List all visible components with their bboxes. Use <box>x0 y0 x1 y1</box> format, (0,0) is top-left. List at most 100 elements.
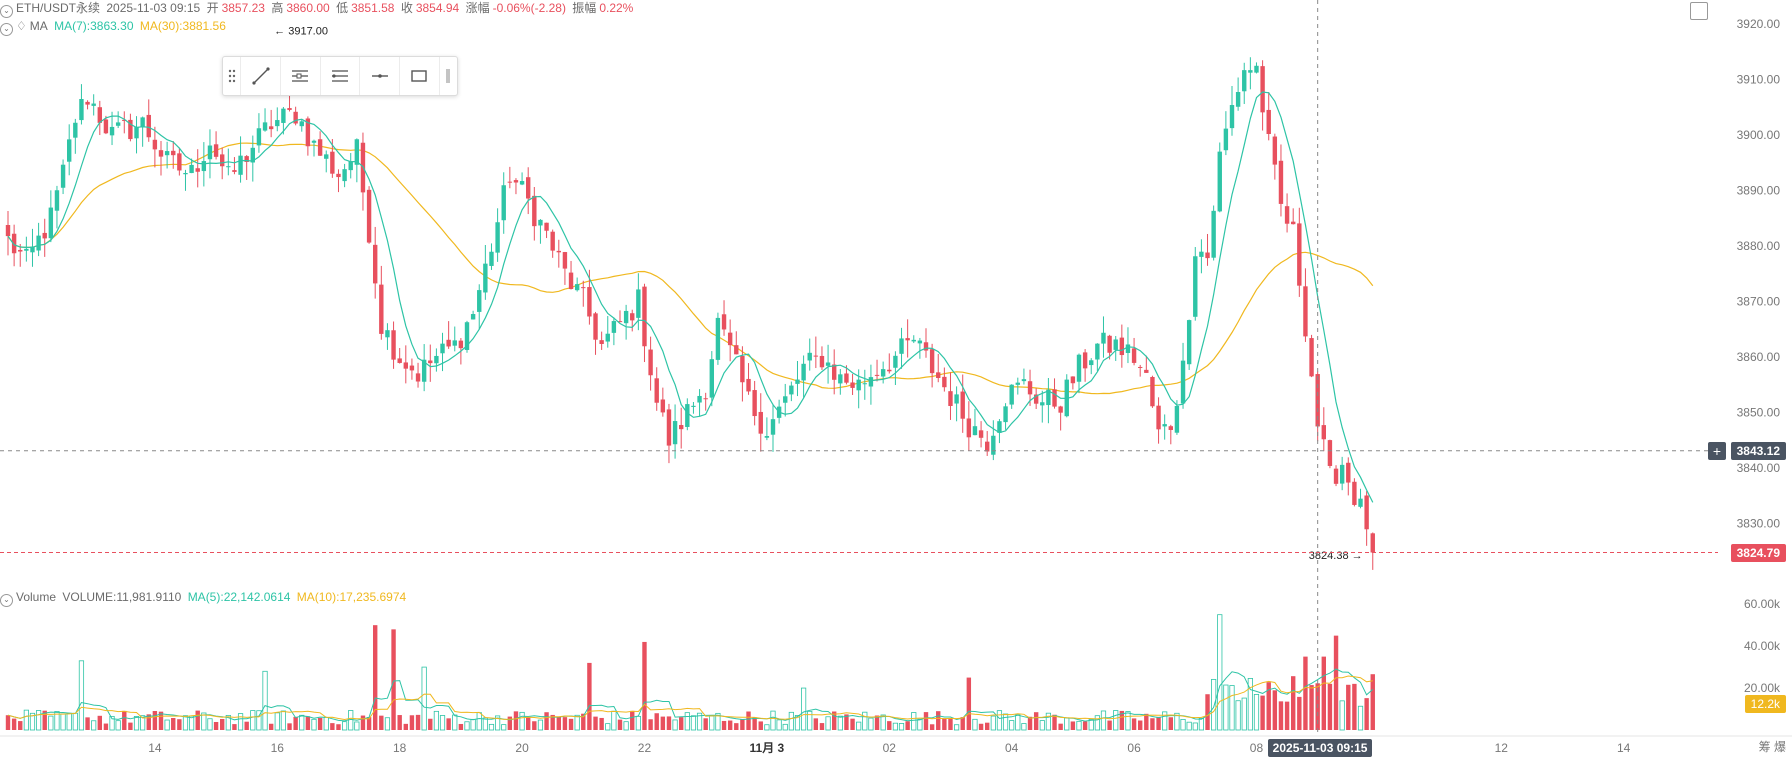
add-alert-icon[interactable]: + <box>1708 441 1726 460</box>
candle-body <box>801 363 806 381</box>
candle-body <box>954 394 959 404</box>
candle-body <box>342 169 347 182</box>
volume-bar <box>128 722 133 730</box>
more-handle-icon[interactable] <box>440 57 457 95</box>
volume-bar <box>1235 700 1241 731</box>
volume-bar <box>336 724 341 730</box>
drag-handle-icon[interactable] <box>223 57 242 95</box>
candle-body <box>477 290 482 312</box>
volume-bar <box>207 718 213 731</box>
fullscreen-icon[interactable] <box>1690 2 1708 20</box>
candle-body <box>79 99 84 121</box>
volume-bar <box>421 666 427 731</box>
volume-bar <box>415 714 421 730</box>
volume-bar <box>788 711 794 731</box>
volume-bar <box>158 711 164 730</box>
volume-bar <box>617 719 623 730</box>
volume-bar <box>262 670 268 731</box>
volume-bar <box>887 721 892 730</box>
volume-bar <box>837 715 843 731</box>
candle-body <box>1235 92 1241 107</box>
drawing-toolbar <box>222 56 458 96</box>
volume-bar <box>201 712 207 731</box>
candle-body <box>832 364 837 380</box>
volume-bar <box>501 724 507 731</box>
chevron-down-icon[interactable]: ⌄ <box>0 594 13 607</box>
candle-body <box>1217 151 1222 212</box>
candle-body <box>715 317 721 360</box>
trend-line-icon[interactable] <box>241 57 282 95</box>
volume-bar <box>1266 682 1271 730</box>
parallel-channel-icon[interactable] <box>281 57 321 95</box>
low-label: 低 <box>336 1 349 15</box>
amplitude-value: 0.22% <box>599 1 634 15</box>
candle-body <box>1205 252 1210 259</box>
candle-body <box>171 150 176 156</box>
chevron-down-icon[interactable]: ⌄ <box>0 5 13 18</box>
volume-bar <box>709 715 715 731</box>
candle-body <box>452 340 457 346</box>
price-tick-label: 3870.00 <box>1737 294 1781 308</box>
volume-bar <box>403 723 408 730</box>
candle-body <box>666 409 672 446</box>
candle-body <box>795 379 800 384</box>
bell-icon[interactable]: ♢ <box>16 19 27 33</box>
symbol-name[interactable]: ETH/USDT永续 <box>16 1 101 15</box>
candle-body <box>232 170 237 172</box>
candle-body <box>789 385 794 395</box>
time-tick-label: 14 <box>148 741 162 755</box>
volume-bar <box>1162 711 1168 731</box>
volume-ma10-value: MA(10):17,235.6974 <box>296 590 407 604</box>
candle-body <box>213 144 219 157</box>
volume-bar <box>78 660 85 731</box>
candle-body <box>458 340 464 349</box>
candle-body <box>128 119 133 140</box>
candle-body <box>1242 70 1247 92</box>
volume-bar <box>1002 713 1009 731</box>
candle-body <box>18 249 23 252</box>
volume-bar <box>758 721 763 730</box>
amplitude-label: 振幅 <box>572 1 597 15</box>
last-price-tag: 3824.79 <box>1730 543 1786 562</box>
volume-bar <box>844 714 849 730</box>
candle-body <box>740 355 745 383</box>
candle-body <box>305 118 311 147</box>
time-tick-label: 22 <box>638 741 652 755</box>
candle-body <box>1076 354 1082 382</box>
candle-body <box>501 185 506 221</box>
candle-body <box>1138 366 1143 368</box>
candle-body <box>287 108 292 110</box>
volume-bar <box>409 715 415 730</box>
candle-body <box>850 382 855 388</box>
volume-bar <box>537 719 544 731</box>
time-tick-label: 14 <box>1617 741 1631 755</box>
candle-body <box>115 122 121 126</box>
candle-body <box>648 349 653 376</box>
volume-bar <box>1058 723 1063 730</box>
horizontal-ray-icon[interactable] <box>360 57 400 95</box>
horizontal-lines-icon[interactable] <box>321 57 361 95</box>
close-label: 收 <box>400 1 413 15</box>
chevron-down-icon[interactable]: ⌄ <box>0 23 13 36</box>
volume-bar <box>550 714 555 730</box>
ma-name[interactable]: MA <box>29 19 48 33</box>
candle-body <box>366 189 372 243</box>
candle-body <box>856 379 861 391</box>
rectangle-icon[interactable] <box>400 57 440 95</box>
volume-bar <box>917 718 923 731</box>
candle-body <box>91 103 96 106</box>
volume-bar <box>684 712 690 731</box>
candle-body <box>513 180 519 183</box>
high-marker-label: ← 3917.00 <box>274 26 328 38</box>
crosshair-time-tag: 2025-11-03 09:15 <box>1267 739 1373 757</box>
volume-bar <box>1088 719 1094 731</box>
volume-bar <box>1192 722 1198 731</box>
volume-bar <box>850 718 855 730</box>
volume-name[interactable]: Volume <box>16 590 57 604</box>
volume-bar <box>862 711 868 731</box>
candle-body <box>1003 406 1008 423</box>
ma7-line <box>7 91 1374 503</box>
volume-bar <box>1033 712 1039 730</box>
candle-body <box>721 314 727 330</box>
